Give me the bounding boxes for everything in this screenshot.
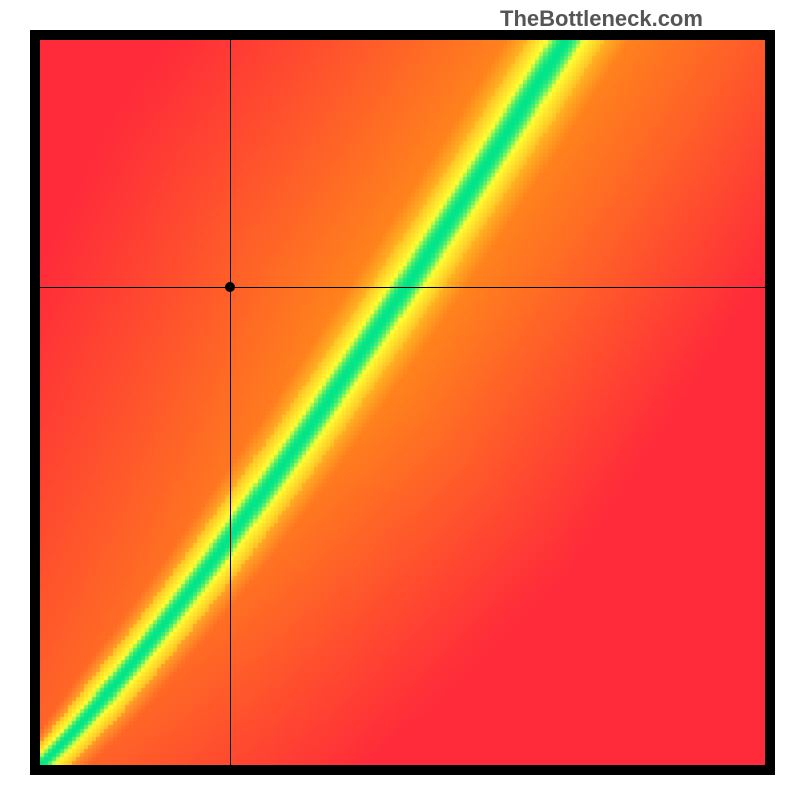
crosshair-marker-dot xyxy=(225,282,235,292)
watermark-text: TheBottleneck.com xyxy=(500,6,703,32)
heatmap-canvas xyxy=(40,40,765,765)
crosshair-vertical xyxy=(230,40,231,765)
chart-container: TheBottleneck.com xyxy=(0,0,800,800)
crosshair-horizontal xyxy=(40,287,765,288)
plot-black-frame xyxy=(30,30,775,775)
